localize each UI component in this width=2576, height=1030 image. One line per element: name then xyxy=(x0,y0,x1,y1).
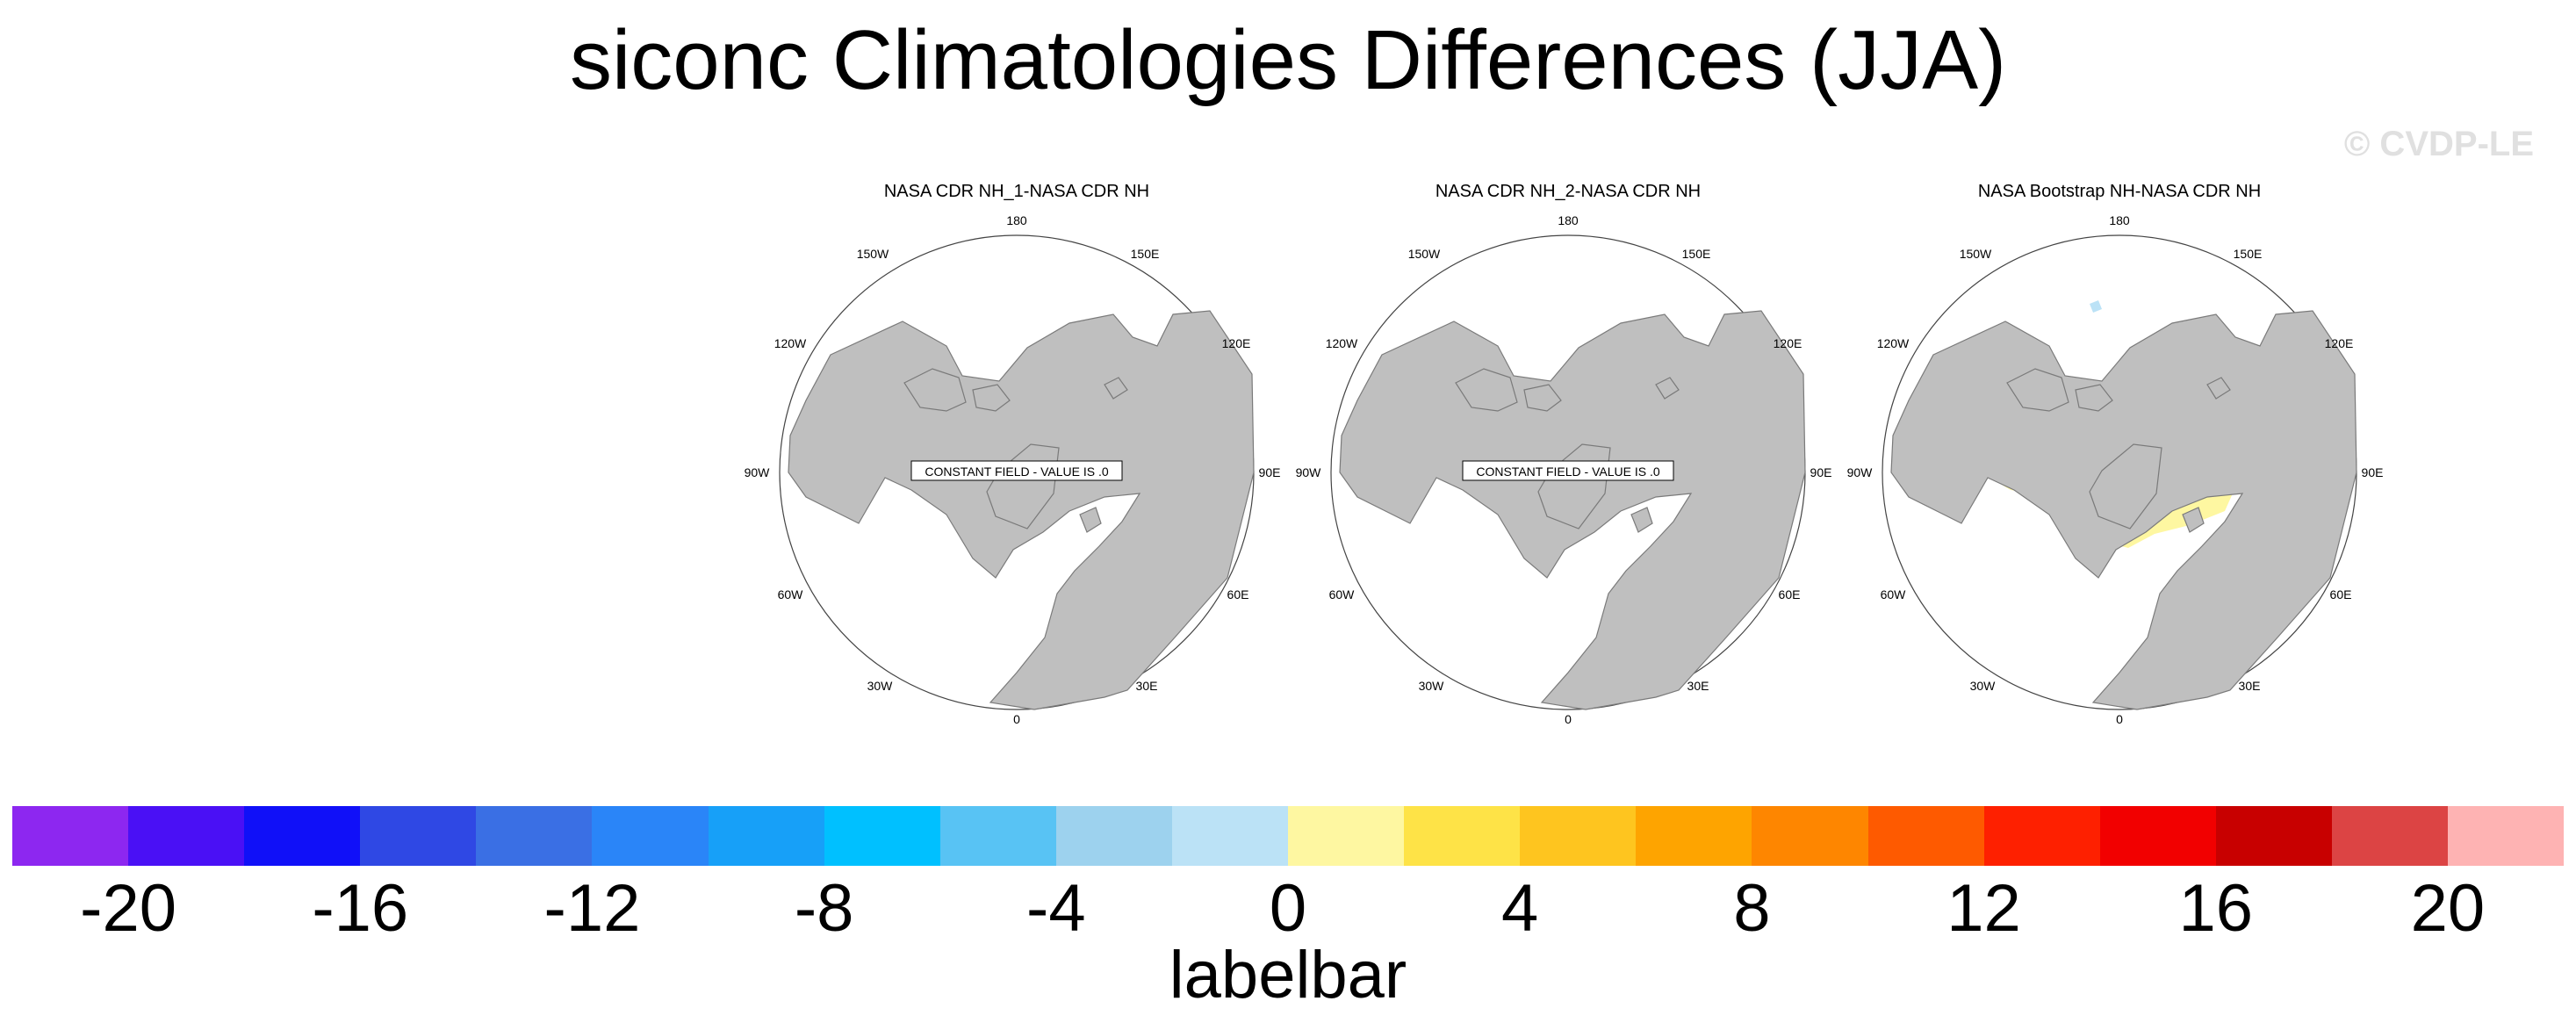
lon-label-90w: 90W xyxy=(745,465,771,479)
lon-label-90e: 90E xyxy=(1810,465,1832,479)
labelbar-tick-label: 12 xyxy=(1946,871,2021,946)
labelbar-tick-label: 8 xyxy=(1733,871,1771,946)
lon-label-120w: 120W xyxy=(1877,336,1910,350)
labelbar-box xyxy=(1520,806,1637,866)
labelbar-tick-label: 20 xyxy=(2410,871,2486,946)
lon-label-150e: 150E xyxy=(1682,247,1711,261)
labelbar-box xyxy=(1867,806,1984,866)
constant-field-box xyxy=(1462,460,1674,481)
lon-label-90w: 90W xyxy=(1296,465,1322,479)
labelbar-box xyxy=(1288,806,1405,866)
land-mass xyxy=(1890,310,2357,710)
labelbar-box xyxy=(1404,806,1521,866)
constant-field-note: CONSTANT FIELD - VALUE IS .0 xyxy=(925,465,1108,479)
map-panel-3: NASA Bootstrap NH-NASA CDR NH 180 150E 1… xyxy=(1838,181,2400,725)
negative-difference-patch xyxy=(2090,300,2102,313)
longitude-labels: 180 150E 120E 90E 60E 30E 0 30W 60W 90W … xyxy=(1847,213,2384,725)
longitude-labels: 180 150E 120E 90E 60E 30E 0 30W 60W 90W … xyxy=(1296,213,1832,725)
lon-label-30e: 30E xyxy=(1136,679,1158,693)
lon-label-60w: 60W xyxy=(1881,587,1907,601)
labelbar-tick-label: 4 xyxy=(1501,871,1539,946)
lon-label-90e: 90E xyxy=(2362,465,2384,479)
labelbar-box xyxy=(12,806,129,866)
lon-label-150e: 150E xyxy=(1131,247,1160,261)
lon-label-60e: 60E xyxy=(1779,587,1801,601)
labelbar-box xyxy=(476,806,593,866)
lon-label-30w: 30W xyxy=(1970,679,1997,693)
lon-label-120w: 120W xyxy=(774,336,807,350)
lon-label-180: 180 xyxy=(1558,213,1579,227)
lon-label-120w: 120W xyxy=(1326,336,1358,350)
labelbar-tick-label: -20 xyxy=(80,871,176,946)
labelbar-box xyxy=(1983,806,2100,866)
lon-label-30w: 30W xyxy=(1419,679,1445,693)
lon-label-30e: 30E xyxy=(1687,679,1709,693)
labelbar-tick-label: -16 xyxy=(312,871,409,946)
labelbar-title: labelbar xyxy=(1169,938,1407,1012)
lon-label-90w: 90W xyxy=(1847,465,1874,479)
color-labelbar xyxy=(12,806,2565,866)
lon-label-30e: 30E xyxy=(2239,679,2261,693)
lon-label-0: 0 xyxy=(1565,712,1572,725)
longitude-labels: 180 150E 120E 90E 60E 30E 0 30W 60W 90W … xyxy=(745,213,1281,725)
lon-label-120e: 120E xyxy=(2325,336,2354,350)
labelbar-box xyxy=(1055,806,1172,866)
panel-title: NASA CDR NH_1-NASA CDR NH xyxy=(883,182,1150,201)
labelbar-tick-label: 0 xyxy=(1269,871,1307,946)
lon-label-60w: 60W xyxy=(1329,587,1356,601)
lon-label-0: 0 xyxy=(2116,712,2123,725)
labelbar-box xyxy=(2215,806,2332,866)
lon-label-30w: 30W xyxy=(867,679,894,693)
labelbar-box xyxy=(1636,806,1752,866)
lon-label-150w: 150W xyxy=(857,247,889,261)
labelbar-box xyxy=(2099,806,2216,866)
lon-label-60w: 60W xyxy=(778,587,804,601)
polar-map: 180 150E 120E 90E 60E 30E 0 30W 60W 90W … xyxy=(745,213,1281,725)
labelbar-box xyxy=(592,806,709,866)
labelbar-tick-label: -4 xyxy=(1026,871,1086,946)
lon-label-150w: 150W xyxy=(1960,247,1992,261)
labelbar-tick-label: -12 xyxy=(543,871,641,946)
labelbar-tick-label: -8 xyxy=(794,871,854,946)
labelbar-box xyxy=(708,806,824,866)
labelbar-box xyxy=(1752,806,1868,866)
labelbar-box xyxy=(2331,806,2448,866)
labelbar-tick-label: 16 xyxy=(2178,871,2253,946)
lon-label-60e: 60E xyxy=(2330,587,2352,601)
labelbar-box xyxy=(128,806,245,866)
lon-label-180: 180 xyxy=(2109,213,2130,227)
polar-map: 180 150E 120E 90E 60E 30E 0 30W 60W 90W … xyxy=(1296,213,1832,725)
panel-title: NASA CDR NH_2-NASA CDR NH xyxy=(1435,182,1702,201)
lon-label-60e: 60E xyxy=(1227,587,1249,601)
lon-label-0: 0 xyxy=(1013,712,1020,725)
map-panel-1: NASA CDR NH_1-NASA CDR NH 180 150E 120E … xyxy=(736,181,1298,725)
labelbar-box xyxy=(244,806,361,866)
lon-label-120e: 120E xyxy=(1774,336,1802,350)
polar-map: 180 150E 120E 90E 60E 30E 0 30W 60W 90W … xyxy=(1847,213,2384,725)
lon-label-150e: 150E xyxy=(2234,247,2263,261)
map-panel-2: NASA CDR NH_2-NASA CDR NH 180 150E 120E … xyxy=(1287,181,1849,725)
labelbar-box xyxy=(2447,806,2565,866)
panel-title: NASA Bootstrap NH-NASA CDR NH xyxy=(1977,182,2262,201)
lon-label-180: 180 xyxy=(1006,213,1027,227)
labelbar-box xyxy=(939,806,1056,866)
constant-field-note: CONSTANT FIELD - VALUE IS .0 xyxy=(1476,465,1659,479)
constant-field-box xyxy=(910,460,1123,481)
labelbar-box xyxy=(1171,806,1289,866)
labelbar-box xyxy=(360,806,477,866)
labelbar-box xyxy=(824,806,940,866)
figure-title: siconc Climatologies Differences (JJA) xyxy=(569,13,2007,107)
lon-label-120e: 120E xyxy=(1222,336,1251,350)
copyright-watermark: © CVDP-LE xyxy=(2343,125,2534,163)
lon-label-150w: 150W xyxy=(1408,247,1441,261)
lon-label-90e: 90E xyxy=(1259,465,1281,479)
